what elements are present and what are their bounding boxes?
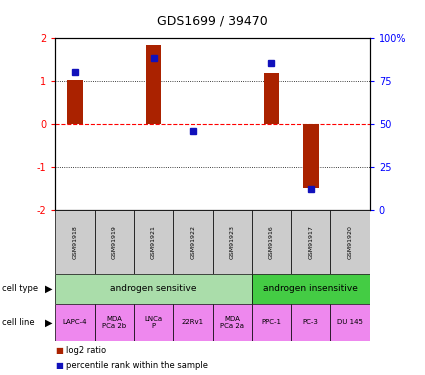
Bar xyxy=(94,210,134,274)
Text: GSM91918: GSM91918 xyxy=(72,225,77,259)
Text: androgen insensitive: androgen insensitive xyxy=(264,284,358,293)
Text: GSM91920: GSM91920 xyxy=(348,225,353,259)
Bar xyxy=(134,210,173,274)
Text: PPC-1: PPC-1 xyxy=(261,320,281,326)
Text: percentile rank within the sample: percentile rank within the sample xyxy=(66,361,208,370)
Text: GDS1699 / 39470: GDS1699 / 39470 xyxy=(157,14,268,27)
Bar xyxy=(173,210,212,274)
Text: ▶: ▶ xyxy=(45,284,52,294)
Text: cell type: cell type xyxy=(2,284,38,293)
Bar xyxy=(252,274,370,304)
Bar xyxy=(212,210,252,274)
Bar xyxy=(264,73,279,124)
Text: PC-3: PC-3 xyxy=(303,320,319,326)
Bar xyxy=(331,210,370,274)
Text: MDA
PCa 2b: MDA PCa 2b xyxy=(102,316,126,329)
Text: ▶: ▶ xyxy=(45,318,52,327)
Bar xyxy=(252,304,291,341)
Text: DU 145: DU 145 xyxy=(337,320,363,326)
Text: MDA
PCa 2a: MDA PCa 2a xyxy=(220,316,244,329)
Bar xyxy=(212,304,252,341)
Text: ■: ■ xyxy=(55,361,63,370)
Text: GSM91921: GSM91921 xyxy=(151,225,156,259)
Text: androgen sensitive: androgen sensitive xyxy=(110,284,197,293)
Bar xyxy=(173,304,212,341)
Text: GSM91916: GSM91916 xyxy=(269,225,274,259)
Bar xyxy=(55,210,94,274)
Text: LAPC-4: LAPC-4 xyxy=(62,320,87,326)
Text: 22Rv1: 22Rv1 xyxy=(182,320,204,326)
Bar xyxy=(134,304,173,341)
Text: ■: ■ xyxy=(55,346,63,355)
Text: LNCa
P: LNCa P xyxy=(144,316,163,329)
Bar xyxy=(291,210,331,274)
Bar xyxy=(303,124,319,188)
Text: cell line: cell line xyxy=(2,318,35,327)
Bar xyxy=(94,304,134,341)
Bar xyxy=(67,80,83,124)
Text: GSM91922: GSM91922 xyxy=(190,225,196,259)
Bar xyxy=(291,304,331,341)
Text: GSM91923: GSM91923 xyxy=(230,225,235,259)
Bar xyxy=(146,45,162,124)
Bar xyxy=(55,304,94,341)
Text: GSM91917: GSM91917 xyxy=(308,225,313,259)
Text: GSM91919: GSM91919 xyxy=(112,225,117,259)
Bar xyxy=(55,274,252,304)
Text: log2 ratio: log2 ratio xyxy=(66,346,106,355)
Bar xyxy=(331,304,370,341)
Bar xyxy=(252,210,291,274)
